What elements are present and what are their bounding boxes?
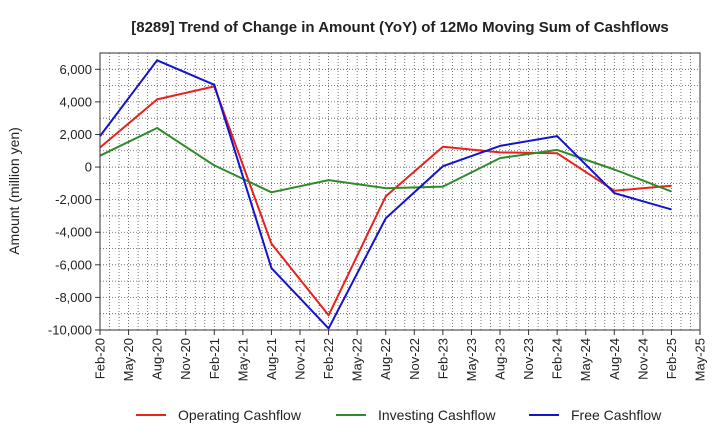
x-tick-label: May-23 xyxy=(464,338,479,381)
x-tick-label: May-21 xyxy=(235,338,250,381)
x-tick-label: May-25 xyxy=(693,338,708,381)
x-tick-label: Feb-25 xyxy=(664,338,679,379)
x-tick-label: Feb-23 xyxy=(435,338,450,379)
y-tick-label: 2,000 xyxy=(59,127,92,142)
y-tick-label: -6,000 xyxy=(55,257,92,272)
y-tick-label: 4,000 xyxy=(59,94,92,109)
x-tick-label: Feb-20 xyxy=(93,338,108,379)
x-tick-label: Nov-21 xyxy=(293,338,308,380)
series-lines xyxy=(99,59,672,330)
x-tick-label: Nov-24 xyxy=(635,338,650,380)
series-line-operating-cashflow xyxy=(99,85,672,317)
x-tick-label: Feb-24 xyxy=(550,338,565,379)
y-tick-label: -10,000 xyxy=(48,323,92,338)
x-tick-label: Aug-24 xyxy=(607,338,622,380)
legend-label: Operating Cashflow xyxy=(178,407,302,423)
chart-title: [8289] Trend of Change in Amount (YoY) o… xyxy=(131,19,669,36)
y-axis-label: Amount (million yen) xyxy=(6,127,22,255)
legend: Operating Cashflow Investing Cashflow Free… xyxy=(136,407,662,423)
y-tick-label: -4,000 xyxy=(55,225,92,240)
x-tick-label: May-24 xyxy=(578,338,593,381)
x-tick-label: Aug-23 xyxy=(493,338,508,380)
legend-label: Free Cashflow xyxy=(571,407,662,423)
x-tick-label: May-20 xyxy=(121,338,136,381)
y-tick-label: -8,000 xyxy=(55,290,92,305)
x-tick-label: Feb-22 xyxy=(321,338,336,379)
x-tick-label: Nov-20 xyxy=(178,338,193,380)
x-tick-label: Aug-22 xyxy=(378,338,393,380)
y-tick-label: 6,000 xyxy=(59,62,92,77)
legend-label: Investing Cashflow xyxy=(378,407,496,423)
plot-area xyxy=(100,53,700,330)
x-tick-label: May-22 xyxy=(350,338,365,381)
y-tick-label: 0 xyxy=(85,160,92,175)
y-tick-label: -2,000 xyxy=(55,192,92,207)
axes: 6,000 4,000 2,000 0 -2,000 -4,000 -6,000 -8,000… xyxy=(48,52,708,381)
x-tick-label: Nov-23 xyxy=(521,338,536,380)
x-tick-label: Aug-21 xyxy=(264,338,279,380)
grid xyxy=(100,53,700,330)
plot-frame xyxy=(99,52,701,331)
x-tick-label: Nov-22 xyxy=(407,338,422,380)
x-tick-label: Feb-21 xyxy=(207,338,222,379)
series-line-free-cashflow xyxy=(99,59,672,330)
x-tick-label: Aug-20 xyxy=(150,338,165,380)
